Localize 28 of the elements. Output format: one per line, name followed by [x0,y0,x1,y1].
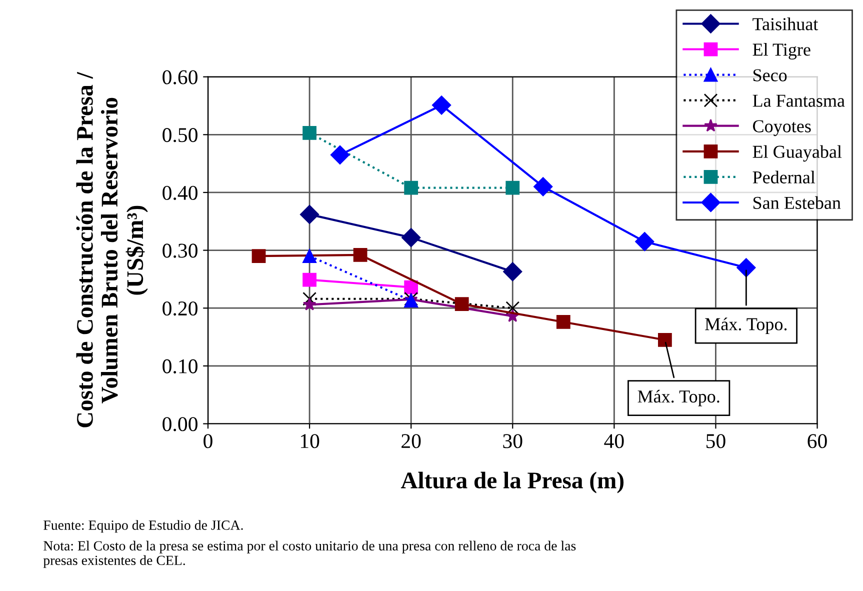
y-tick-label: 0.30 [162,244,198,258]
legend-label: Pedernal [752,170,816,184]
x-tick-label: 20 [402,434,421,448]
y-tick-label: 0.40 [162,186,198,200]
x-tick-label: 60 [808,434,827,448]
legend-label: San Esteban [753,196,841,209]
x-tick-label: 50 [706,434,726,448]
source-note: Fuente: Equipo de Estudio de JICA. [44,520,243,533]
text: Nota: El Costo de la presa se estima por el costo unitario de una presa con relleno de roca de las presas existentes de CEL. [43,540,576,568]
y-tick-label: 0.20 [162,301,198,316]
x-tick-label: 10 [300,434,320,448]
y-tick-label: 0.60 [162,70,198,84]
legend-label: Seco [753,69,787,82]
x-axis-title: Altura de la Presa (m) [400,472,624,494]
y-axis-title: Costo de Construcción de la Presa / Volumen Bruto del Reservorio (US$/m³) [76,72,148,428]
y-tick-label: 0.50 [162,128,198,142]
legend-label: El Guayabal [752,145,842,162]
annotation: Máx. Topo. [638,390,720,406]
legend-label: El Tigre [752,43,810,60]
x-tick-label: 40 [604,434,624,448]
legend-label: Coyotes [753,120,811,136]
x-tick-label: 0 [204,434,212,448]
legend-label: Taisihuat [752,18,818,30]
legend-label: La Fantasma [752,94,845,107]
x-tick-label: 30 [503,434,522,448]
y-tick-label: 0.00 [162,417,198,432]
y-tick-label: 0.10 [162,359,198,374]
annotation: Máx. Topo. [705,318,787,334]
